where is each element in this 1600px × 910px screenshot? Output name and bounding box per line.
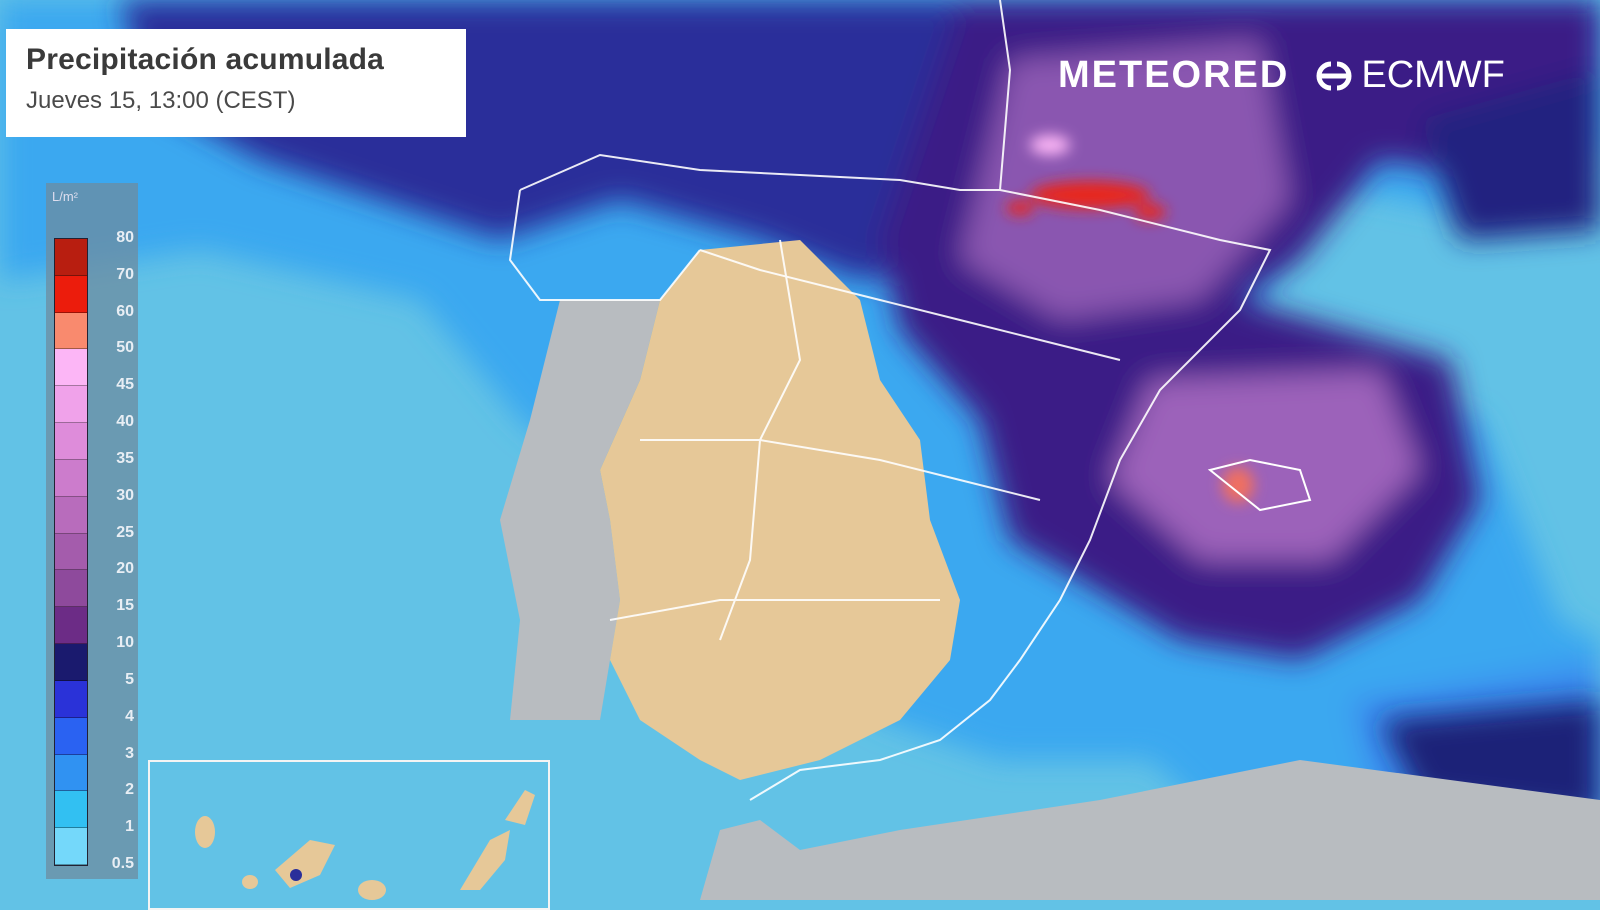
legend-swatch	[55, 496, 87, 534]
legend-swatch	[55, 459, 87, 497]
canary-islands-inset	[148, 760, 550, 910]
legend-label: 80	[116, 229, 134, 246]
legend-swatch	[55, 828, 87, 866]
legend-label: 3	[125, 744, 134, 762]
legend-swatch	[55, 644, 87, 681]
legend-label: 70	[116, 265, 134, 283]
legend-swatch	[55, 717, 87, 755]
region-borders	[508, 0, 1272, 801]
legend-swatch	[55, 680, 87, 718]
legend-label: 20	[116, 560, 134, 578]
map-timestamp: Jueves 15, 13:00 (CEST)	[26, 87, 296, 114]
legend-label: 5	[125, 670, 134, 688]
ecmwf-symbol-icon	[1316, 61, 1352, 90]
land-portugal	[500, 300, 660, 720]
legend-swatch	[55, 349, 87, 387]
land-balearic-mallorca	[1207, 458, 1312, 512]
legend-label: 15	[116, 597, 134, 615]
legend-label: 50	[116, 339, 134, 357]
legend-swatch	[55, 386, 87, 424]
title-box: Precipitación acumulada Jueves 15, 13:00…	[6, 29, 466, 137]
legend-label: 45	[116, 376, 134, 394]
land-spain	[600, 240, 960, 780]
legend-label: 4	[125, 707, 134, 725]
legend-label: 25	[116, 523, 134, 541]
land-africa	[700, 760, 1600, 900]
legend-swatch	[55, 533, 87, 571]
legend-labels: 80 70 60 50 45 40 35 30 25 20 15 10 5 4 3 2 1 0.5	[98, 229, 134, 873]
legend-label: 1	[125, 818, 134, 836]
legend-label: 35	[116, 449, 134, 467]
color-legend: L/m² 80 70 60 50 45 40 35 30 25 20 15 10 5 4 3 2 1 0.5	[46, 183, 138, 879]
legend-label: 2	[125, 781, 134, 799]
legend-label: 40	[116, 413, 134, 431]
meteored-logo: METEORED	[1058, 54, 1290, 96]
canary-islands	[195, 790, 535, 900]
branding: METEORED ECMWF	[1058, 54, 1505, 97]
legend-swatch	[55, 570, 87, 608]
legend-swatch	[55, 239, 87, 276]
legend-swatch	[55, 754, 87, 792]
ecmwf-logo: ECMWF	[1311, 54, 1505, 97]
legend-swatch	[55, 791, 87, 829]
legend-color-bar	[54, 238, 88, 866]
legend-label: 60	[116, 302, 134, 320]
legend-swatch	[55, 423, 87, 460]
legend-swatch	[55, 607, 87, 645]
legend-swatch	[55, 275, 87, 313]
legend-label: 30	[116, 486, 134, 504]
legend-label: 10	[116, 634, 134, 652]
ecmwf-text: ECMWF	[1361, 54, 1505, 96]
legend-label: 0.5	[111, 855, 134, 872]
legend-swatch	[55, 312, 87, 350]
legend-unit: L/m²	[52, 189, 78, 204]
map-title: Precipitación acumulada	[26, 43, 385, 76]
